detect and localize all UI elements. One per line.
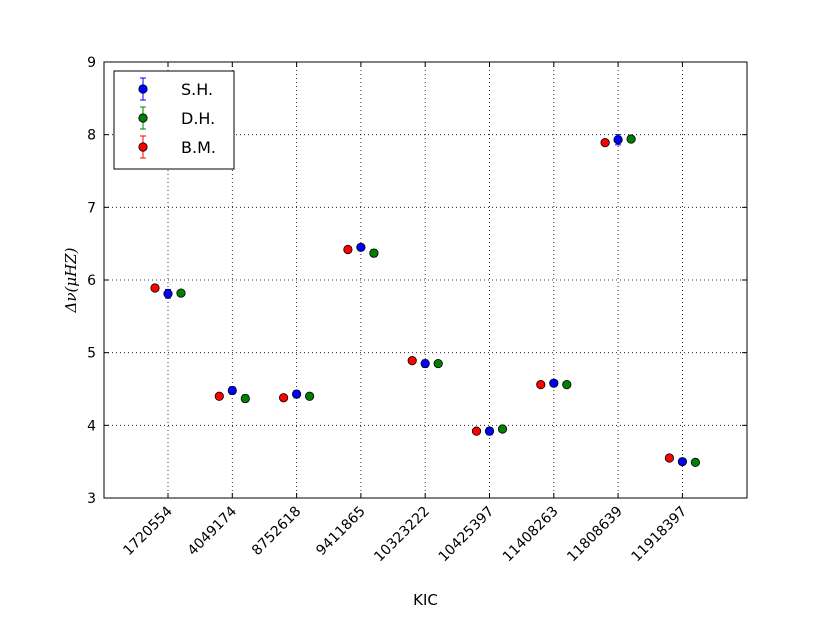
data-points (150, 134, 701, 467)
legend-label: B.M. (181, 138, 216, 157)
y-tick-label: 9 (87, 55, 96, 71)
x-tick-label: 11808639 (564, 504, 626, 566)
data-point (600, 138, 610, 148)
legend: S.H. D.H. B.M. (113, 70, 235, 170)
data-point (214, 391, 224, 401)
data-point (369, 248, 379, 258)
data-point (613, 135, 623, 145)
data-point (549, 378, 559, 388)
y-axis-label: Δν(μHZ) (62, 247, 80, 313)
y-tick-label: 7 (87, 200, 96, 216)
legend-marker (138, 142, 148, 152)
data-point (227, 385, 237, 396)
data-point (664, 453, 675, 463)
legend-frame (113, 70, 235, 170)
data-point (150, 283, 160, 293)
data-point (562, 380, 572, 390)
legend-label: S.H. (181, 80, 213, 99)
data-point (163, 289, 173, 299)
x-tick-label: 8752618 (249, 504, 304, 559)
data-point (677, 457, 688, 467)
data-point (433, 358, 443, 369)
x-tick-label: 11918397 (629, 504, 691, 566)
data-point (484, 426, 495, 436)
data-point (240, 393, 250, 404)
data-point (291, 389, 302, 399)
x-axis-label: KIC (413, 591, 438, 609)
y-tick-label: 6 (87, 273, 96, 289)
x-tick-label: 1720554 (120, 503, 175, 558)
y-tick-label: 8 (87, 128, 96, 144)
data-point (690, 457, 701, 467)
legend-marker (138, 113, 148, 123)
data-point (304, 391, 315, 401)
data-point (176, 288, 186, 298)
y-tick-label: 4 (87, 418, 96, 434)
y-tick-label: 5 (87, 346, 96, 362)
data-point (278, 393, 289, 403)
x-tick-label: 4049174 (185, 503, 240, 558)
data-point (536, 380, 546, 390)
x-tick-label: 10323222 (371, 504, 433, 566)
data-point (356, 242, 366, 252)
x-tick-label: 11408263 (500, 504, 562, 566)
data-point (420, 358, 430, 369)
data-point (497, 424, 508, 434)
legend-marker (138, 84, 148, 94)
data-point (626, 134, 636, 144)
legend-label: D.H. (181, 109, 215, 128)
data-point (343, 244, 353, 255)
y-tick-label: 3 (87, 491, 96, 507)
x-tick-label: 9411865 (313, 504, 368, 559)
data-point (471, 426, 482, 436)
data-point (407, 356, 417, 366)
x-tick-label: 10425397 (436, 504, 498, 566)
